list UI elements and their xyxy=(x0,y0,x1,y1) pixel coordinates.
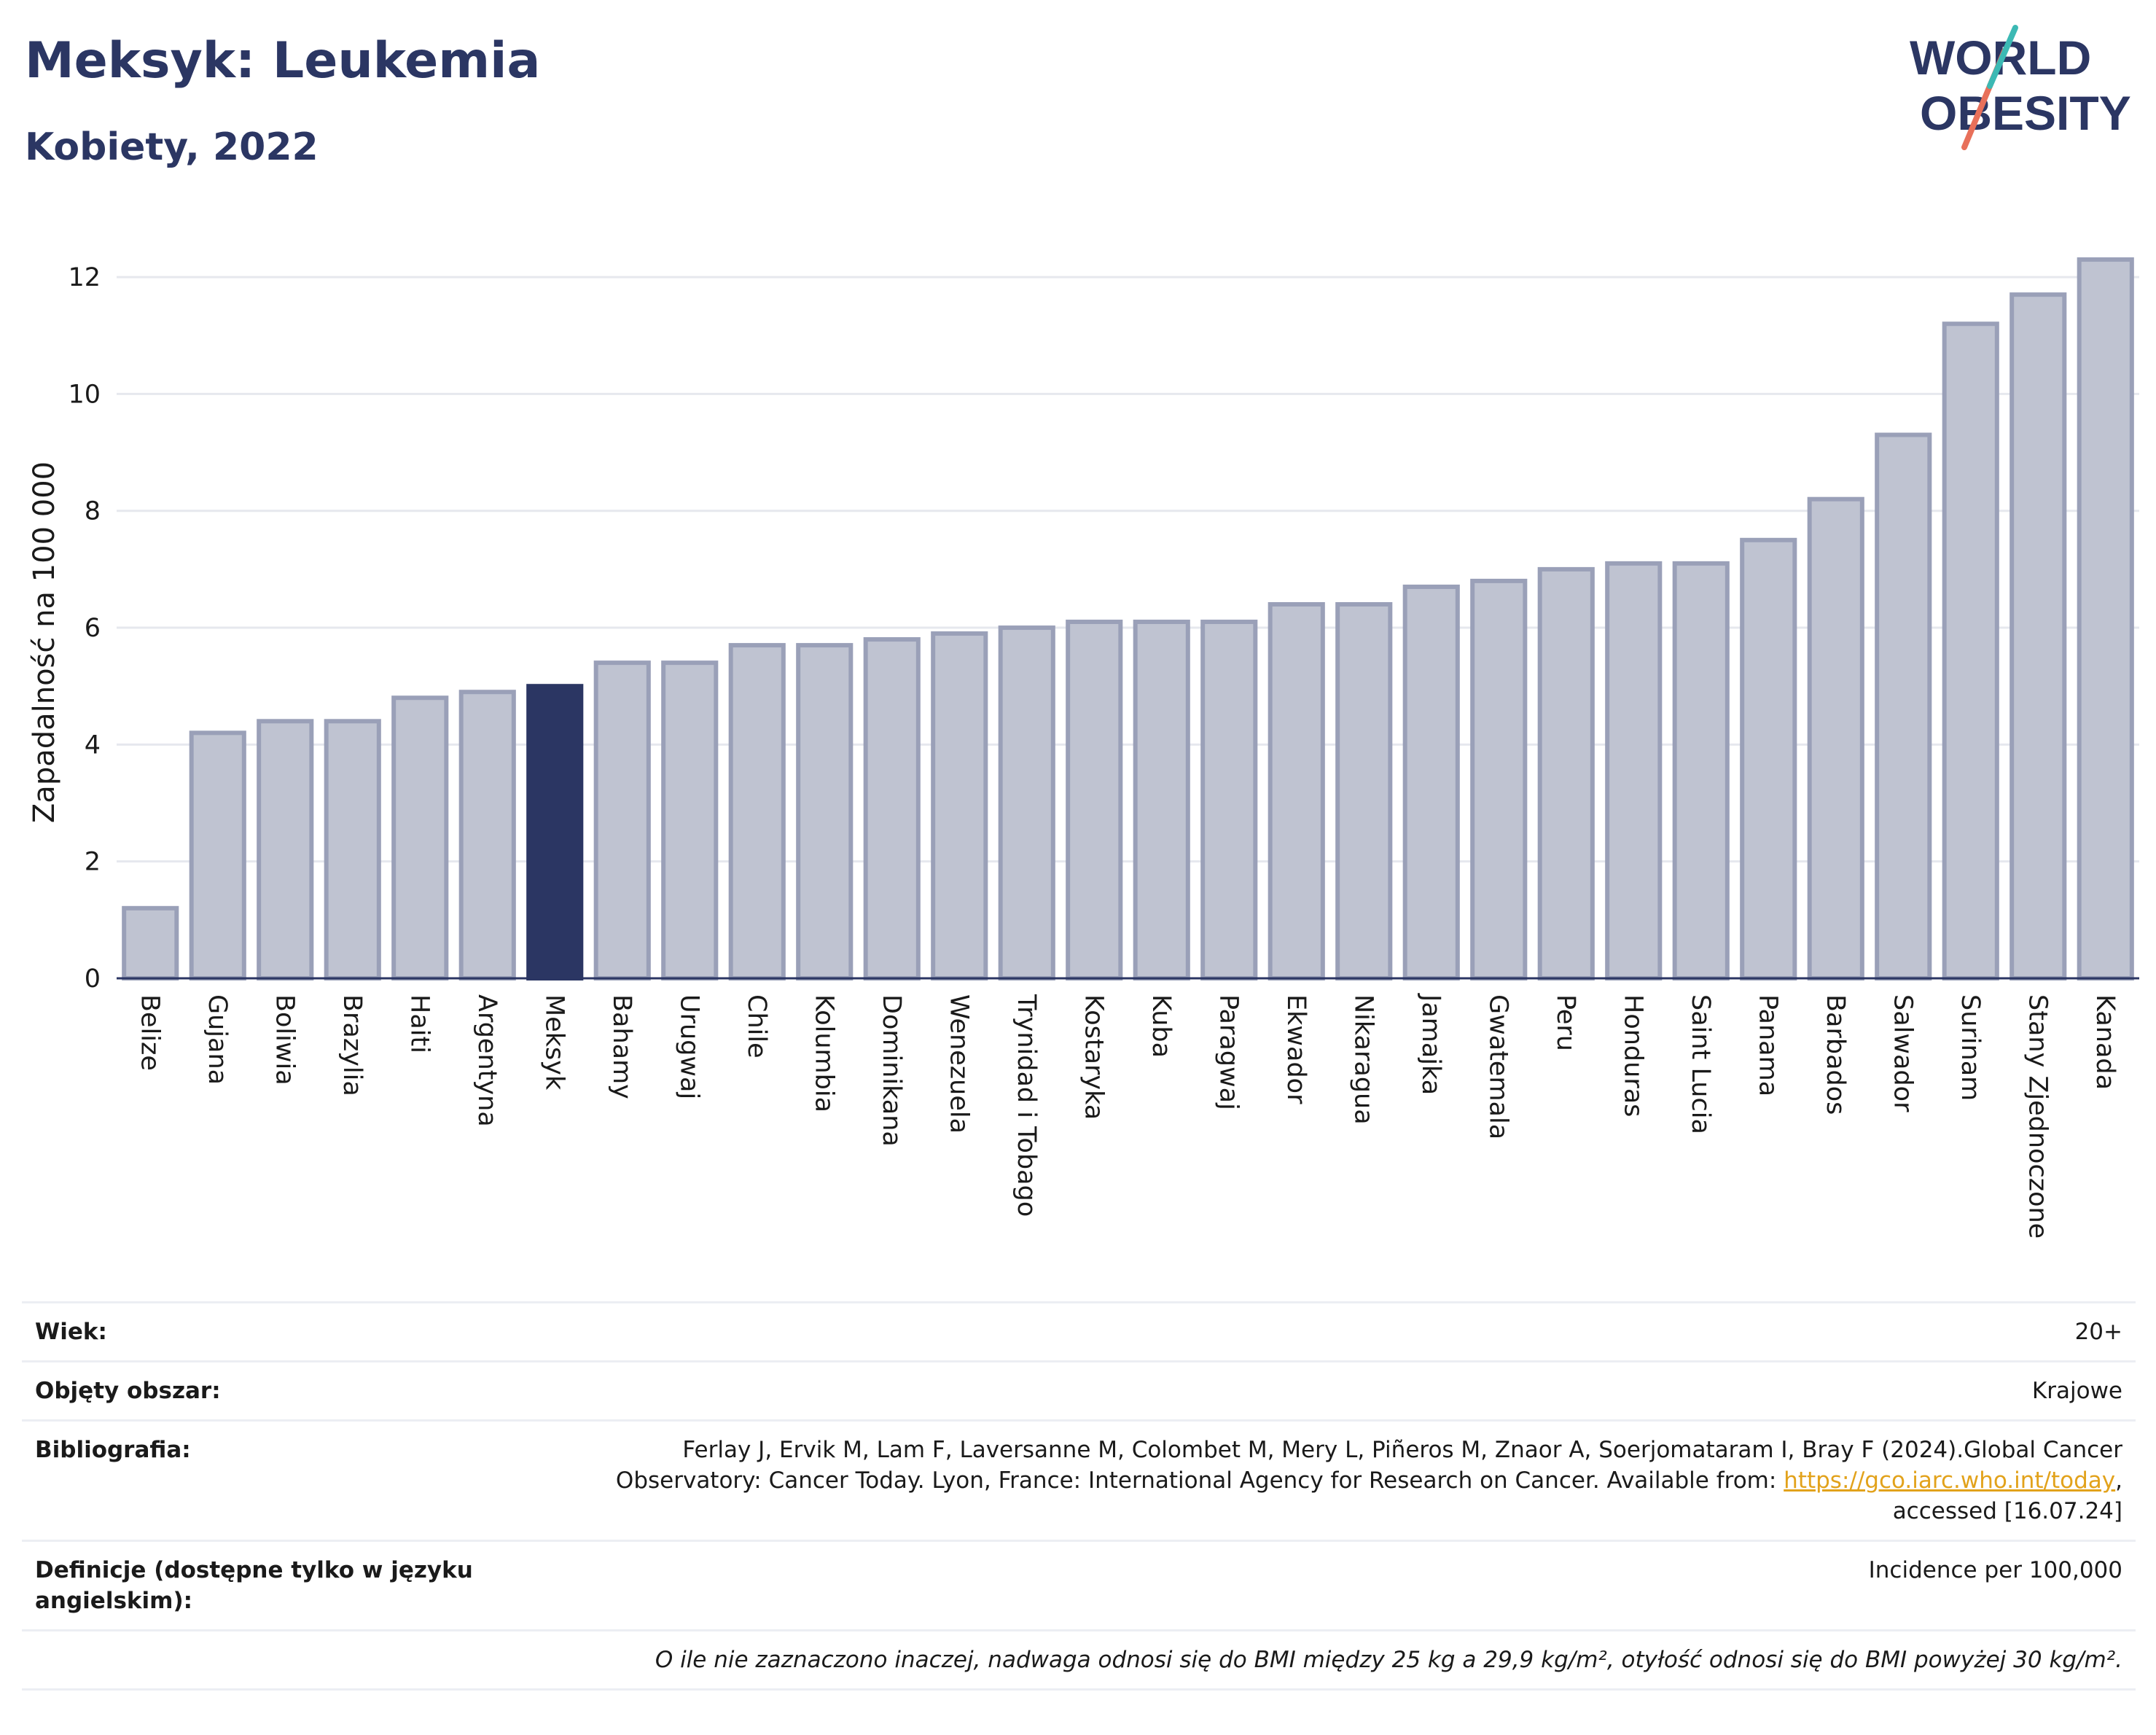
bar xyxy=(1875,432,1932,980)
bibliography-link[interactable]: https://gco.iarc.who.int/today xyxy=(1784,1467,2116,1494)
y-tick-label: 0 xyxy=(85,964,101,994)
x-tick-label: Surinam xyxy=(1956,994,1985,1101)
bar xyxy=(863,637,921,981)
x-tick-label: Peru xyxy=(1551,994,1580,1051)
x-tick-label: Boliwia xyxy=(270,994,299,1085)
bar xyxy=(1470,578,1528,980)
bar xyxy=(2077,257,2134,981)
bibliography-line-2: Observatory: Cancer Today. Lyon, France:… xyxy=(616,1465,2122,1496)
bar xyxy=(1268,601,1325,980)
bar xyxy=(324,719,381,981)
x-tick-label: Kanada xyxy=(2090,994,2120,1090)
bar xyxy=(1402,584,1460,980)
bar xyxy=(1807,496,1864,980)
x-tick-label: Honduras xyxy=(1618,994,1647,1117)
bibliography-line-3: accessed [16.07.24] xyxy=(1892,1498,2122,1524)
y-tick-label: 8 xyxy=(85,497,101,526)
meta-row-age: Wiek: 20+ xyxy=(22,1301,2136,1360)
meta-bibliography-label: Bibliografia: xyxy=(35,1437,191,1463)
x-tick-label: Jamajka xyxy=(1416,993,1445,1095)
x-tick-label: Meksyk xyxy=(539,994,569,1091)
bar xyxy=(1066,620,1123,980)
bar xyxy=(998,625,1055,980)
x-tick-label: Haiti xyxy=(405,994,434,1053)
bar xyxy=(391,695,449,980)
bibliography-text: Observatory: Cancer Today. Lyon, France:… xyxy=(615,1467,1784,1494)
chart-subtitle: Kobiety, 2022 xyxy=(25,125,319,169)
meta-bibliography-value: Ferlay J, Ervik M, Lam F, Laversanne M, … xyxy=(616,1435,2122,1527)
bar xyxy=(1740,537,1797,980)
x-tick-label: Stany Zjednoczone xyxy=(2023,994,2052,1239)
x-tick-label: Argentyna xyxy=(472,994,501,1127)
meta-age-label: Wiek: xyxy=(35,1319,107,1345)
x-tick-label: Panama xyxy=(1753,994,1782,1096)
x-tick-label: Bahamy xyxy=(607,994,636,1099)
bar xyxy=(1335,601,1393,980)
y-axis-label: Zapadalność na 100 000 xyxy=(28,461,61,823)
bar xyxy=(1672,561,1730,980)
meta-definitions-label: Definicje (dostępne tylko w języku angie… xyxy=(35,1557,473,1614)
x-tick-label: Wenezuela xyxy=(944,994,973,1134)
bar xyxy=(931,631,988,981)
meta-area-label: Objęty obszar: xyxy=(35,1378,221,1404)
x-tick-label: Nikaragua xyxy=(1348,994,1378,1125)
x-tick-label: Trynidad i Tobago xyxy=(1012,994,1041,1217)
metadata-table: Wiek: 20+ Objęty obszar: Krajowe Bibliog… xyxy=(22,1301,2136,1691)
world-obesity-logo: WORLD OBESITY xyxy=(1910,25,2131,150)
bar-chart: 0 2 4 6 8 10 12 Zapadalność na 100 000 Belize Guj… xyxy=(28,257,2139,1239)
x-tick-label: Chile xyxy=(742,994,771,1058)
bar xyxy=(122,905,179,980)
x-tick-label: Saint Lucia xyxy=(1686,994,1715,1134)
x-tick-label: Gwatemala xyxy=(1483,994,1512,1139)
y-tick-label: 4 xyxy=(85,730,101,760)
meta-row-note: O ile nie zaznaczono inaczej, nadwaga od… xyxy=(22,1629,2136,1691)
meta-age-value: 20+ xyxy=(2074,1319,2122,1345)
logo-line-2: OBESITY xyxy=(1920,86,2131,140)
bibliography-line-1: Ferlay J, Ervik M, Lam F, Laversanne M, … xyxy=(682,1437,2122,1463)
x-tick-label: Kuba xyxy=(1147,994,1176,1058)
bar xyxy=(1605,561,1663,980)
x-tick-label: Kostaryka xyxy=(1079,994,1108,1120)
bar xyxy=(458,690,516,980)
bar xyxy=(796,643,854,980)
x-tick-label: Kolumbia xyxy=(809,994,838,1112)
x-tick-label: Urugwaj xyxy=(674,994,703,1099)
chart-title: Meksyk: Leukemia xyxy=(25,32,541,90)
bibliography-comma: , xyxy=(2115,1467,2122,1494)
bar xyxy=(526,684,584,980)
bar xyxy=(2009,292,2067,981)
bar xyxy=(728,643,786,980)
bar xyxy=(257,719,314,981)
x-tick-label: Dominikana xyxy=(877,994,906,1147)
bar xyxy=(661,660,719,980)
bar xyxy=(1537,566,1595,980)
x-tick-label: Paragwaj xyxy=(1214,994,1243,1110)
footnote: O ile nie zaznaczono inaczej, nadwaga od… xyxy=(655,1647,2122,1673)
x-tick-label: Gujana xyxy=(203,994,232,1085)
meta-area-value: Krajowe xyxy=(2031,1378,2122,1404)
x-tick-label: Ekwador xyxy=(1281,994,1311,1104)
x-tick-label: Belize xyxy=(135,994,164,1071)
x-tick-label: Salwador xyxy=(1888,994,1917,1112)
x-tick-label: Barbados xyxy=(1821,994,1850,1115)
y-tick-label: 2 xyxy=(85,848,101,877)
meta-row-bibliography: Bibliografia: Ferlay J, Ervik M, Lam F, … xyxy=(22,1419,2136,1540)
x-tick-label: Brazylia xyxy=(337,994,367,1096)
meta-row-definitions: Definicje (dostępne tylko w języku angie… xyxy=(22,1540,2136,1629)
y-tick-label: 12 xyxy=(68,263,101,292)
bar xyxy=(1200,620,1258,980)
y-tick-label: 6 xyxy=(85,614,101,643)
meta-definitions-value: Incidence per 100,000 xyxy=(1868,1557,2122,1583)
bar xyxy=(1133,620,1190,980)
bar xyxy=(593,660,651,980)
bar xyxy=(1942,321,1999,980)
y-tick-label: 10 xyxy=(68,380,101,409)
meta-row-area: Objęty obszar: Krajowe xyxy=(22,1360,2136,1419)
logo-slash-teal xyxy=(1987,25,2018,89)
bar xyxy=(189,730,246,980)
